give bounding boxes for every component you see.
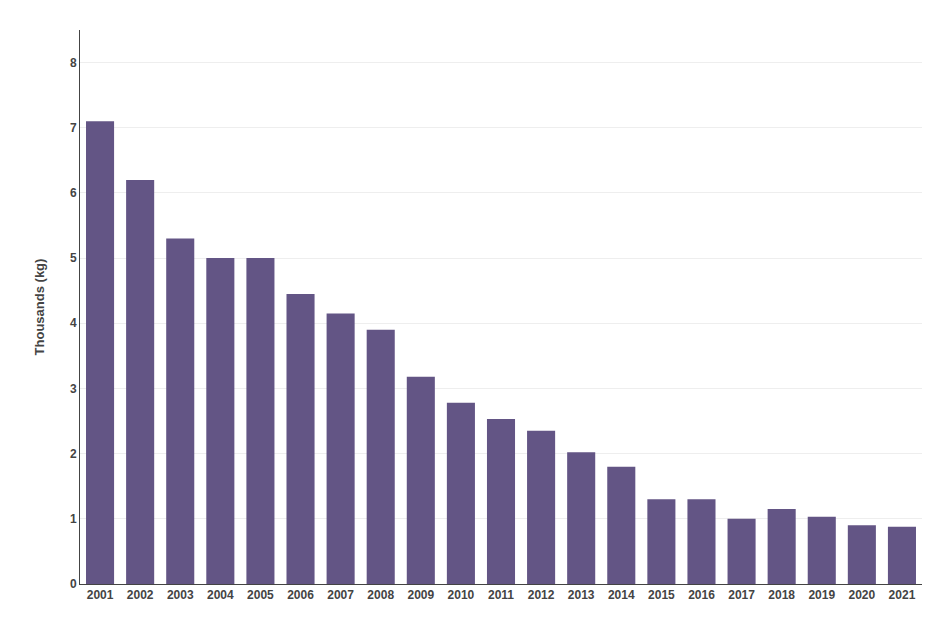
svg-text:2016: 2016 (688, 588, 715, 602)
svg-text:4: 4 (70, 316, 77, 330)
svg-text:8: 8 (70, 56, 77, 70)
svg-text:Thousands (kg): Thousands (kg) (32, 259, 47, 356)
svg-text:2013: 2013 (568, 588, 595, 602)
svg-text:2020: 2020 (849, 588, 876, 602)
svg-text:2004: 2004 (207, 588, 234, 602)
svg-text:2002: 2002 (127, 588, 154, 602)
svg-text:5: 5 (70, 251, 77, 265)
svg-text:7: 7 (70, 121, 77, 135)
svg-text:6: 6 (70, 186, 77, 200)
svg-text:2017: 2017 (728, 588, 755, 602)
svg-text:0: 0 (70, 577, 77, 591)
svg-text:2019: 2019 (808, 588, 835, 602)
svg-text:2: 2 (70, 447, 77, 461)
svg-text:2021: 2021 (889, 588, 916, 602)
svg-text:1: 1 (70, 512, 77, 526)
svg-text:2005: 2005 (247, 588, 274, 602)
svg-text:2012: 2012 (528, 588, 555, 602)
svg-text:3: 3 (70, 382, 77, 396)
svg-text:2007: 2007 (327, 588, 354, 602)
svg-text:2018: 2018 (768, 588, 795, 602)
svg-text:2001: 2001 (87, 588, 114, 602)
svg-text:2006: 2006 (287, 588, 314, 602)
svg-text:2014: 2014 (608, 588, 635, 602)
svg-text:2009: 2009 (407, 588, 434, 602)
svg-text:2003: 2003 (167, 588, 194, 602)
svg-text:2015: 2015 (648, 588, 675, 602)
svg-text:2008: 2008 (367, 588, 394, 602)
svg-text:2010: 2010 (448, 588, 475, 602)
svg-text:2011: 2011 (488, 588, 514, 602)
